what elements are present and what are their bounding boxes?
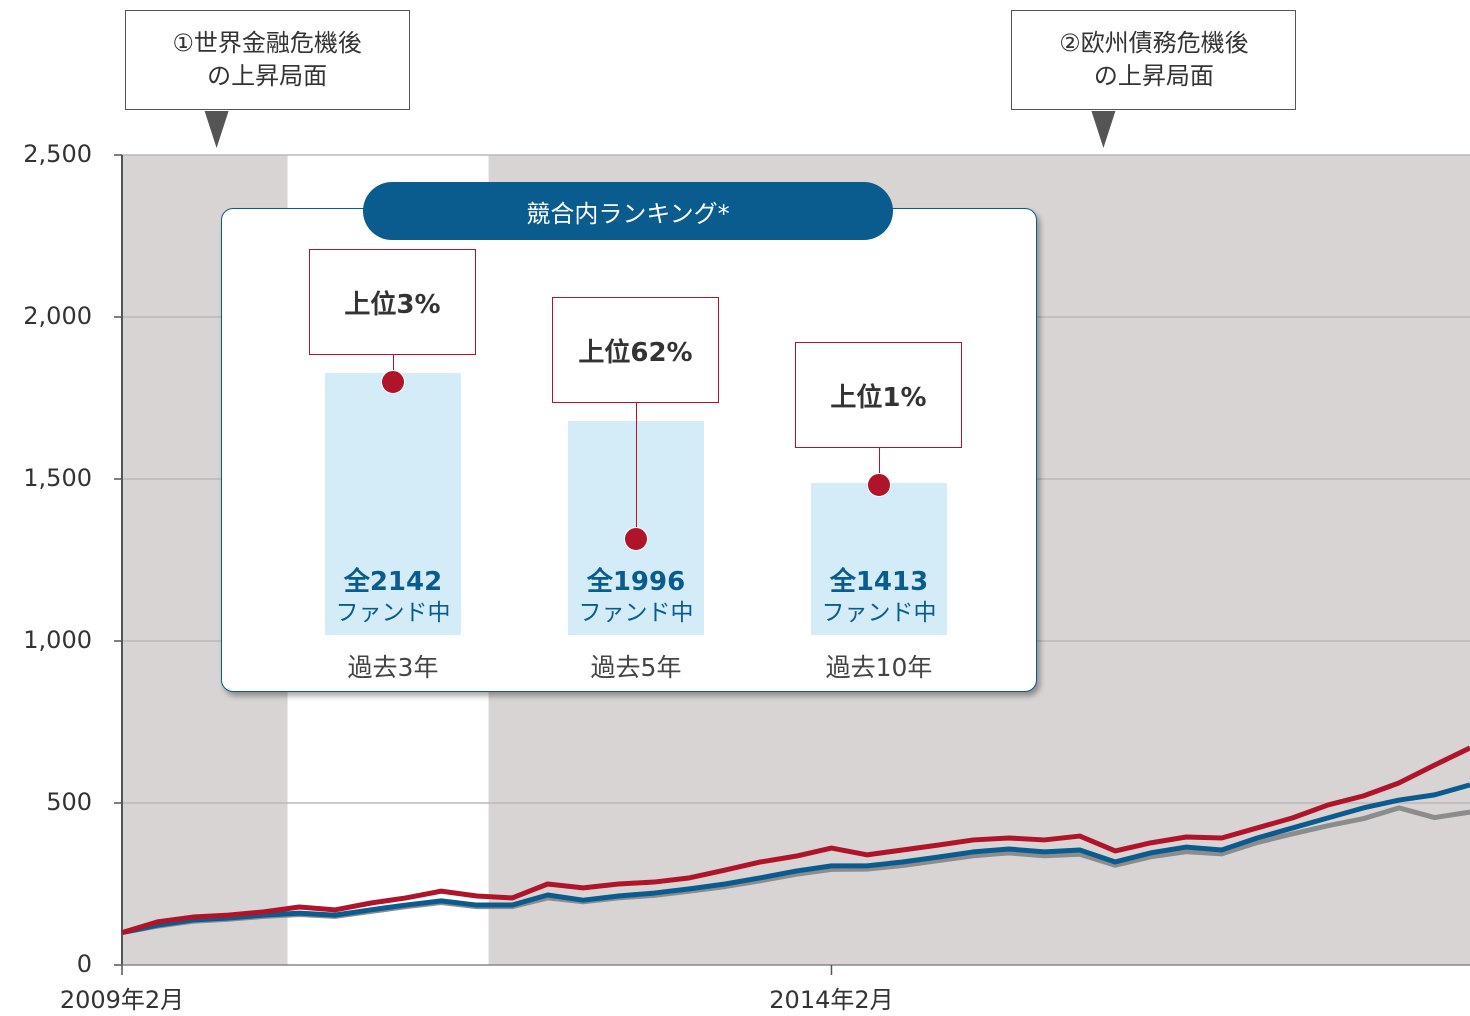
y-tick-label: 500 — [46, 788, 92, 816]
period-label: 過去5年 — [590, 653, 682, 682]
rank-dot — [624, 527, 648, 551]
y-tick-label: 1,000 — [23, 626, 92, 654]
x-tick-label: 2014年2月 — [769, 986, 893, 1014]
panel-title: 競合内ランキング* — [363, 182, 893, 240]
y-tick-label: 0 — [77, 950, 92, 978]
rank-dot — [381, 370, 405, 394]
total-label: 全1996 — [586, 567, 686, 597]
rank-dot — [867, 473, 891, 497]
total-label: 全1413 — [829, 567, 929, 597]
total-label: 全2142 — [343, 567, 443, 597]
annotation-box: ②欧州債務危機後 の上昇局面 — [1011, 10, 1297, 110]
series-line — [121, 745, 1470, 935]
annotation-box: ①世界金融危機後 の上昇局面 — [124, 10, 410, 110]
annotation-pointer — [204, 111, 229, 148]
connector — [879, 448, 880, 485]
y-tick-label: 1,500 — [23, 464, 92, 492]
x-tick-label: 2009年2月 — [60, 986, 184, 1014]
connector — [393, 355, 394, 382]
unit-label: ファンド中 — [335, 600, 451, 626]
rank-box: 上位62% — [552, 297, 719, 403]
unit-label: ファンド中 — [578, 600, 694, 626]
series-line — [121, 782, 1470, 936]
period-label: 過去10年 — [825, 653, 933, 682]
connector — [636, 403, 637, 539]
y-tick-label: 2,500 — [23, 140, 92, 168]
rank-box: 上位1% — [795, 342, 962, 448]
panel-bar — [811, 483, 947, 635]
panel-bar — [325, 373, 461, 635]
rank-box: 上位3% — [309, 249, 476, 355]
annotation-pointer — [1091, 111, 1116, 148]
y-tick-label: 2,000 — [23, 302, 92, 330]
unit-label: ファンド中 — [821, 600, 937, 626]
period-label: 過去3年 — [347, 653, 439, 682]
